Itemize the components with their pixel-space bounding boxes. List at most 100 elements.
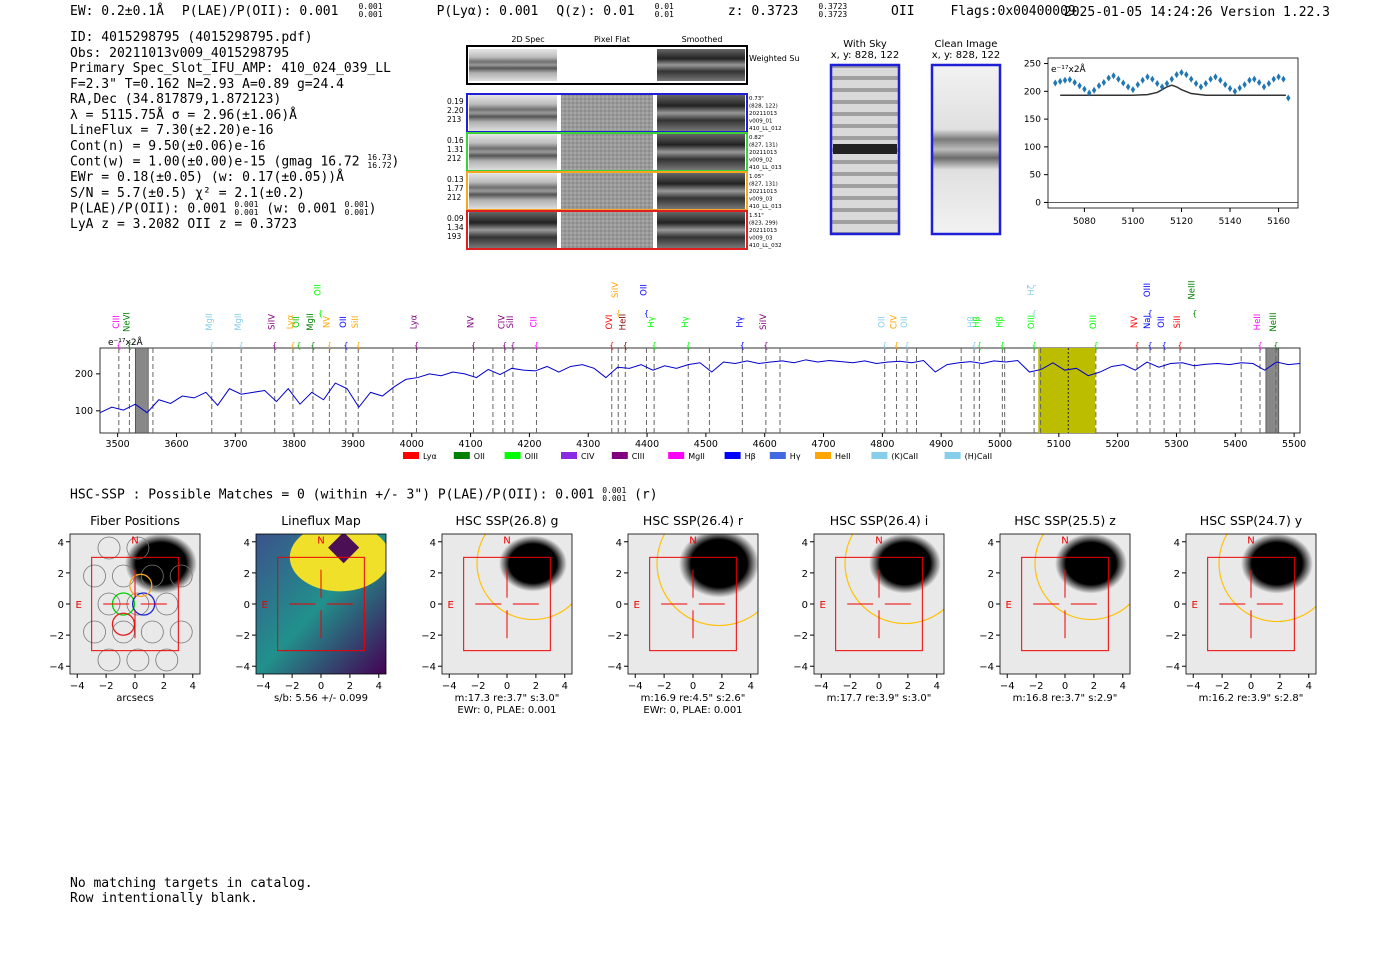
center-crosshair <box>103 569 167 639</box>
legend-label: HeII <box>835 452 851 461</box>
weighted-sum-row: Weighted Sum <box>466 45 800 85</box>
panel-ytick-label: 2 <box>1174 569 1180 580</box>
spectrum-line-name: SiIV <box>268 314 278 330</box>
spec2d-flat <box>561 134 653 170</box>
spectrum-line-name: MgII <box>234 313 244 331</box>
zoom-data-point <box>1067 76 1073 84</box>
zoom-data-point <box>1213 73 1218 81</box>
galaxy-blob <box>1055 534 1127 594</box>
panel-ytick-label: −4 <box>979 662 994 673</box>
spec2d-meta: 410_LL_013 <box>749 165 782 171</box>
spectrum-line-name: NaI <box>1143 315 1153 329</box>
galaxy-aperture <box>476 534 572 621</box>
spectrum-line-label: NV { <box>1130 316 1140 350</box>
full-xtick-label: 4100 <box>458 439 482 450</box>
east-label: E <box>262 600 268 611</box>
spectrum-line-label: SiII { <box>1173 316 1183 350</box>
panel-xtick-label: −2 <box>1215 681 1230 692</box>
col-smoothed: Smoothed <box>682 35 723 44</box>
center-crosshair <box>1219 569 1283 639</box>
spectrum-line-label: NeIII { <box>1188 280 1198 318</box>
spectrum-line-label: NeIII { <box>1269 312 1279 350</box>
zoom-data-point <box>1237 84 1242 92</box>
east-label: E <box>634 600 640 611</box>
spectrum-line-brace: { <box>310 341 315 350</box>
zoom-model-line <box>1060 84 1286 96</box>
spectrum-line-name: OII <box>1157 316 1167 328</box>
legend-swatch <box>561 452 577 459</box>
zoom-data-point <box>1247 76 1252 84</box>
panel-ytick-label: −2 <box>421 631 436 642</box>
spectrum-line-brace: { <box>296 341 301 350</box>
spec2d-raw <box>469 212 557 248</box>
legend-label: CIV <box>581 452 595 461</box>
spec2d-meta: 20211013 <box>749 228 777 234</box>
spectrum-line-name: NV <box>1130 316 1140 328</box>
spec2d-meta: 410_LL_013 <box>749 204 782 210</box>
footer-line-2: Row intentionally blank. <box>70 891 258 906</box>
full-xtick-label: 4600 <box>753 439 777 450</box>
clean-title: Clean Image <box>935 39 998 50</box>
spectrum-line-name: HeII <box>1253 314 1263 331</box>
spec2d-stat: 0.19 <box>447 97 464 106</box>
panel-ytick-label: −4 <box>235 662 250 673</box>
spec2d-meta: v009_03 <box>749 197 773 203</box>
full-xtick-label: 3600 <box>164 439 188 450</box>
info-contn: Cont(n) = 9.50(±0.06)e-16 <box>70 138 266 154</box>
zoom-data-point <box>1266 80 1272 88</box>
spectrum-line-name: MgII <box>306 313 316 331</box>
center-crosshair <box>847 569 911 639</box>
spectrum-line-name: NV <box>467 316 477 328</box>
zoom-ytick-label: 100 <box>1024 143 1041 153</box>
panel-xlabel: s/b: 5.56 +/- 0.099 <box>274 693 368 704</box>
spectrum-line-label: Lyα { <box>409 314 419 350</box>
east-label: E <box>1006 600 1012 611</box>
spectrum-line-brace: { <box>740 341 745 350</box>
spectrum-line-brace: { <box>686 341 691 350</box>
sky-title: With Sky <box>843 39 887 50</box>
legend-label: (K)CaII <box>891 452 918 461</box>
spectrum-line-name: SiIV <box>759 314 769 330</box>
zoom-ytick-label: 150 <box>1024 115 1041 125</box>
full-spectrum-chart: 3500 3600 3700 3800 3900 4000 4100 4200 4300 4400… <box>75 280 1306 461</box>
full-ylabel: e⁻¹⁷x2Å <box>108 336 144 348</box>
spec2d-meta: v009_03 <box>749 236 773 242</box>
full-xtick-label: 5000 <box>988 439 1012 450</box>
spec2d-meta: 410_LL_012 <box>749 126 782 132</box>
spectrum-line-name: Hγ <box>681 316 691 327</box>
zoom-data-point <box>1281 75 1286 83</box>
full-xtick-label: 4500 <box>694 439 718 450</box>
fiber-circle <box>83 564 106 588</box>
full-xtick-label: 5500 <box>1282 439 1306 450</box>
panel-xtick-label: −4 <box>814 681 829 692</box>
info-lineflux: LineFlux = 7.30(±2.20)e-16 <box>70 123 274 138</box>
imaging-panel: Fiber Positions N E −4 −4 −2 −2 0 0 2 2 4 4 arcsecs <box>49 513 201 704</box>
spec2d-meta: 0.82" <box>749 135 764 141</box>
spec2d-meta: v009_01 <box>749 119 773 125</box>
panel-xtick-label: −2 <box>99 681 114 692</box>
legend-swatch <box>944 452 961 459</box>
spectrum-line-brace: { <box>1147 341 1152 350</box>
spectrum-line-label: CIV { <box>498 315 508 350</box>
header-plya: P(Lyα): 0.001 <box>436 3 539 19</box>
spectrum-line-brace: { <box>763 341 768 350</box>
full-xtick-label: 5100 <box>1047 439 1071 450</box>
spectrum-line-brace: { <box>882 341 887 350</box>
spectrum-line-label: Hζ { <box>1027 284 1037 318</box>
full-xtick-label: 5400 <box>1223 439 1247 450</box>
spectrum-line-brace: { <box>1000 341 1005 350</box>
panel-ytick-label: 0 <box>988 600 994 611</box>
lineflux-peak <box>289 534 386 592</box>
spectrum-line-brace: { <box>327 341 332 350</box>
fiber-circle <box>140 564 164 588</box>
panel-image <box>1186 534 1316 674</box>
spectrum-line-brace: { <box>116 341 121 350</box>
header-flags: Flags:0x00400009 <box>950 3 1076 19</box>
spectrum-line-label: NV { <box>322 316 332 350</box>
spectrum-line-brace: { <box>972 341 977 350</box>
panel-title: HSC SSP(24.7) y <box>1200 513 1303 528</box>
spectrum-line-label: Hγ { <box>735 316 745 350</box>
info-obs: Obs: 20211013v009_4015298795 <box>70 45 290 61</box>
zoom-data-point <box>1261 83 1267 91</box>
